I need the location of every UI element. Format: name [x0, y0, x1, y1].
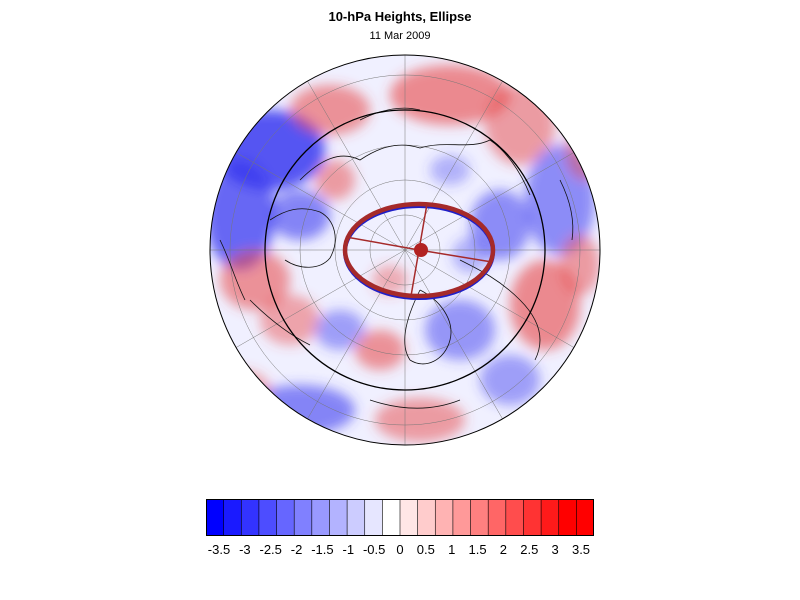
anomaly-patch [425, 300, 495, 360]
colorbar-tick-label: -0.5 [362, 542, 386, 557]
colorbar-swatch [434, 499, 454, 536]
colorbar-tick-label: 0 [396, 542, 404, 557]
parallel-circle [369, 214, 441, 286]
colorbar-swatch [523, 499, 542, 536]
colorbar-swatch [240, 499, 260, 536]
meridian-line [307, 249, 406, 419]
meridian-line [236, 249, 406, 348]
colorbar-swatch [576, 499, 594, 536]
colorbar-swatch [399, 499, 419, 536]
colorbar-swatch [346, 499, 366, 536]
anomaly-patch [260, 295, 320, 345]
colorbar-tick-label: -3.5 [207, 542, 231, 557]
colorbar-tick-label: -2.5 [259, 542, 282, 557]
anomaly-patch [452, 237, 488, 273]
meridian-line [236, 152, 406, 251]
colorbar-swatch [258, 499, 278, 536]
parallel-circle [229, 74, 581, 426]
colorbar-tick-label: -3 [239, 542, 251, 557]
colorbar-swatch [223, 499, 242, 536]
anomaly-patch [315, 310, 365, 350]
colorbar-labels: -3.5 -3 -2.5 -2 -1.5 -1 -0.5 0 0.5 1 1.5 2 2.5 3 3.5 [0, 542, 800, 560]
map-title: 10-hPa Heights, Ellipse [328, 9, 472, 24]
colorbar-tick-label: 3 [551, 542, 559, 557]
anomaly-patch [210, 160, 275, 270]
colorbar-tick-label: -1.5 [311, 542, 334, 557]
colorbar-swatch [540, 499, 560, 536]
colorbar-swatch [276, 499, 295, 536]
globe-outline [209, 54, 601, 446]
anomaly-patch [430, 155, 470, 185]
anomaly-patch [210, 370, 270, 410]
colorbar-swatch [558, 499, 577, 536]
colorbar-swatch [293, 499, 313, 536]
colorbar-tick-label: -1 [342, 542, 355, 557]
colorbar-tick-label: 1 [448, 542, 456, 557]
anomaly-patch [355, 330, 405, 370]
meridian-line [404, 152, 574, 251]
anomaly-patch [375, 398, 465, 442]
colorbar-swatch [452, 499, 472, 536]
colorbar-swatch [329, 499, 348, 536]
vortex-ellipse [342, 201, 496, 300]
colorbar-tick-label: -2 [290, 542, 303, 557]
colorbar-tick-label: 3.5 [571, 542, 591, 557]
colorbar-swatch [417, 499, 436, 536]
colorbar-tick-label: 1.5 [468, 542, 487, 557]
meridian-line [307, 81, 406, 251]
ellipse-minor-axis [418, 203, 428, 251]
colorbar-tick-label: 2.5 [520, 542, 539, 557]
meridian-line [404, 249, 574, 348]
colorbar-swatch [206, 499, 225, 536]
ellipse-centroid [414, 243, 428, 257]
colorbar-swatch [487, 499, 507, 536]
colorbar [206, 499, 594, 536]
coastlines [219, 107, 574, 409]
map-subtitle: 11 Mar 2009 [369, 30, 431, 42]
colorbar-swatch [311, 499, 331, 536]
colorbar-swatch [505, 499, 525, 536]
anomaly-patch [270, 190, 330, 240]
colorbar-frame [206, 499, 594, 536]
globe [210, 55, 600, 445]
colorbar-swatch [364, 499, 383, 536]
meridian-line [404, 249, 503, 419]
anomaly-patch [290, 85, 370, 135]
anomaly-patch [315, 160, 355, 200]
anomaly-patch [245, 385, 355, 435]
anomaly-patch [510, 260, 580, 350]
ellipse-major-axis [345, 236, 420, 251]
latitude-circle [264, 109, 546, 391]
colorbar-tick-label: 2 [499, 542, 508, 557]
anomaly-patch [480, 355, 540, 405]
colorbar-tick-label: 0.5 [416, 542, 435, 557]
anomaly-patch [565, 120, 600, 180]
colorbar-swatch [470, 499, 489, 536]
colorbar-swatch [382, 499, 401, 536]
meridian-line [404, 81, 503, 251]
anomaly-patch [470, 190, 530, 260]
graticule [210, 55, 600, 445]
parallel-circle [334, 179, 476, 321]
